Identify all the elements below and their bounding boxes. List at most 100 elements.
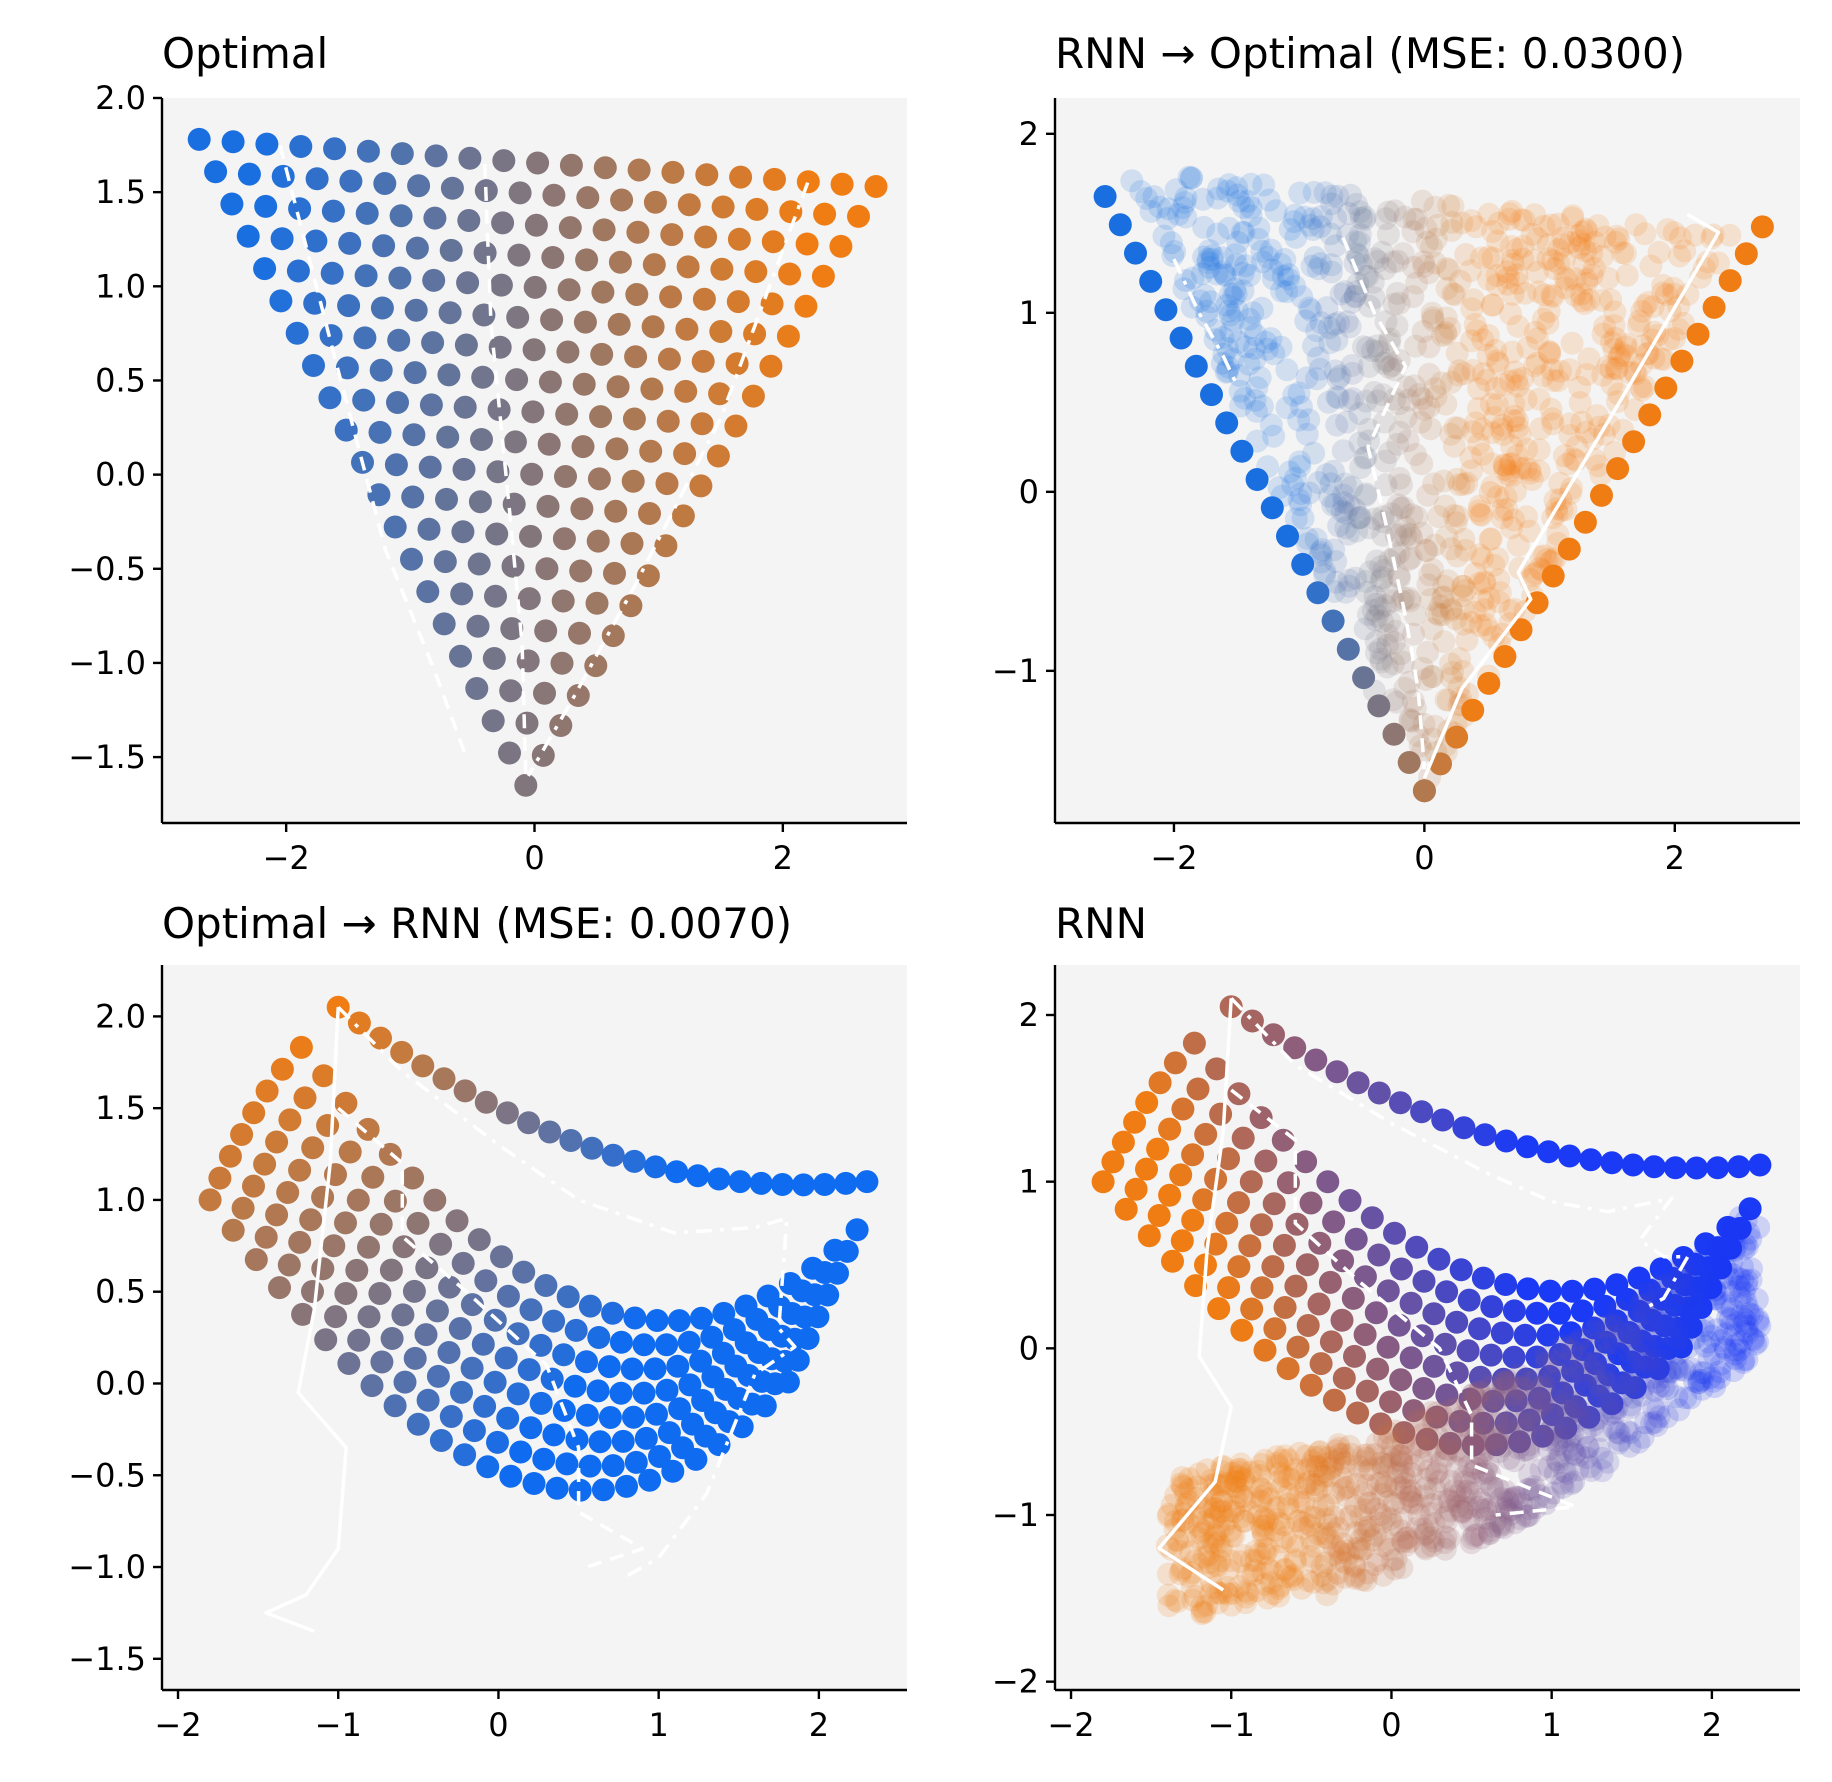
- data-point: [597, 1355, 621, 1379]
- data-point: [1376, 1432, 1400, 1456]
- data-point: [353, 326, 377, 350]
- data-point: [1361, 339, 1384, 363]
- data-point: [1656, 218, 1680, 242]
- data-point: [1721, 1263, 1745, 1287]
- data-point: [622, 1149, 646, 1173]
- data-point: [265, 1203, 289, 1227]
- data-point: [1401, 285, 1425, 309]
- data-point: [1409, 1411, 1433, 1435]
- data-point: [1515, 437, 1539, 461]
- data-point: [1508, 423, 1532, 447]
- data-point: [1665, 1385, 1689, 1409]
- data-point: [1585, 1407, 1609, 1431]
- data-point: [1509, 1411, 1533, 1435]
- data-point: [1250, 1518, 1274, 1542]
- data-point: [1532, 1374, 1556, 1397]
- data-point: [1373, 594, 1397, 617]
- data-point: [1746, 1310, 1770, 1334]
- data-point: [1352, 335, 1375, 359]
- data-point: [277, 1253, 301, 1277]
- data-point: [1261, 1255, 1285, 1279]
- data-point: [1419, 1526, 1443, 1549]
- data-point: [1434, 306, 1458, 330]
- data-point: [638, 502, 661, 525]
- data-point: [1579, 1338, 1603, 1361]
- data-point: [1372, 351, 1396, 375]
- data-point: [1338, 1189, 1362, 1212]
- data-point: [1365, 334, 1389, 358]
- data-point: [519, 524, 542, 548]
- data-point: [1327, 1433, 1350, 1457]
- data-point: [1484, 338, 1508, 362]
- data-point: [1480, 452, 1504, 476]
- data-point: [221, 1218, 245, 1242]
- data-point: [1387, 564, 1411, 588]
- data-point: [453, 395, 477, 419]
- data-point: [1195, 299, 1219, 323]
- data-point: [1372, 1527, 1396, 1551]
- data-point: [1518, 458, 1542, 482]
- data-point: [1273, 248, 1297, 271]
- data-point: [1316, 1568, 1339, 1592]
- data-point: [502, 492, 526, 516]
- data-point: [1586, 1315, 1610, 1339]
- data-point: [1653, 1359, 1677, 1383]
- data-point: [1423, 714, 1447, 738]
- axes: −2 −1 0 1 2−1.5−1.0−0.50.00.51.01.52.0: [68, 965, 907, 1744]
- data-point: [1683, 223, 1707, 247]
- data-point: [1353, 1323, 1377, 1347]
- x-tick-label: 0: [1381, 1706, 1401, 1744]
- data-point: [1460, 1508, 1484, 1532]
- data-point: [1352, 1460, 1376, 1484]
- data-point: [1618, 1325, 1642, 1349]
- data-point: [1486, 1495, 1510, 1519]
- data-point: [462, 1419, 486, 1443]
- data-point: [1530, 1378, 1554, 1402]
- data-point: [1692, 1313, 1716, 1337]
- data-point: [1215, 337, 1239, 360]
- data-point: [591, 1478, 615, 1502]
- data-point: [436, 425, 460, 449]
- data-point: [538, 370, 562, 394]
- data-point: [1477, 618, 1500, 642]
- data-point: [1618, 1421, 1642, 1445]
- data-point: [1483, 1428, 1506, 1452]
- data-point: [1500, 340, 1524, 364]
- data-point: [1528, 1484, 1552, 1508]
- data-point: [1431, 586, 1455, 610]
- data-point: [386, 391, 409, 414]
- data-point: [1348, 223, 1372, 247]
- data-point: [1500, 248, 1524, 272]
- data-point: [1258, 1487, 1281, 1511]
- data-point: [1294, 309, 1318, 333]
- data-point: [1732, 1281, 1756, 1305]
- data-point: [1486, 547, 1510, 570]
- data-point: [1678, 1386, 1702, 1410]
- data-point: [1667, 1398, 1691, 1422]
- data-point: [1271, 264, 1295, 288]
- data-point: [1497, 207, 1521, 231]
- data-point: [1224, 1470, 1248, 1494]
- data-point: [1383, 544, 1407, 568]
- data-point: [1210, 1490, 1233, 1514]
- data-point: [1199, 290, 1223, 314]
- data-point: [1206, 1531, 1230, 1555]
- data-point: [1491, 423, 1515, 446]
- data-point: [1568, 229, 1592, 253]
- data-point: [416, 580, 440, 604]
- data-point: [1376, 222, 1400, 246]
- data-point: [1218, 303, 1242, 327]
- data-point: [1265, 1451, 1289, 1475]
- scatter-marks: [198, 995, 879, 1502]
- data-point: [198, 1188, 222, 1212]
- data-point: [763, 167, 786, 191]
- data-point: [1356, 336, 1380, 360]
- data-point: [1176, 1510, 1200, 1534]
- data-point: [482, 647, 506, 670]
- data-point: [1718, 1279, 1742, 1303]
- data-point: [1493, 457, 1517, 481]
- data-point: [1240, 1297, 1264, 1321]
- data-point: [1506, 1376, 1530, 1400]
- data-point: [1414, 216, 1438, 240]
